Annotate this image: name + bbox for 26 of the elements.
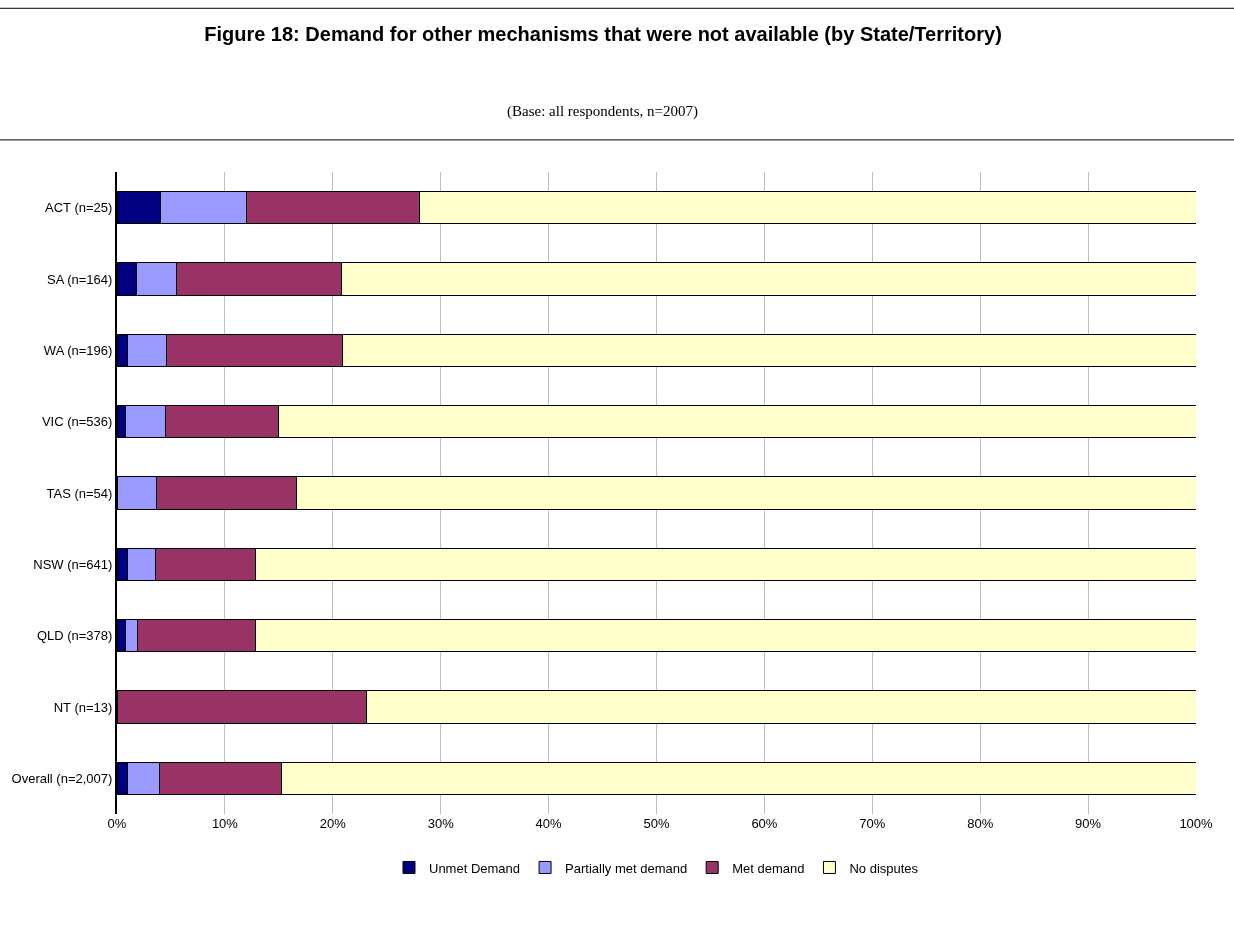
x-tick-label: 60% xyxy=(751,816,778,831)
y-tick-label: QLD (n=378) xyxy=(36,628,113,644)
y-tick-label: NT (n=13) xyxy=(53,699,113,715)
y-tick-label: NSW (n=641) xyxy=(33,556,113,572)
y-tick-label: ACT (n=25) xyxy=(45,200,113,216)
x-tick-label: 20% xyxy=(319,816,347,831)
chart-subtitle: (Base: all respondents, n=2007) xyxy=(507,103,698,120)
y-tick-label: Overall (n=2,007) xyxy=(11,770,113,786)
x-tick-label: 70% xyxy=(859,816,886,831)
y-tick-label: VIC (n=536) xyxy=(41,414,113,430)
x-tick-label: 80% xyxy=(967,816,994,831)
y-tick-label: WA (n=196) xyxy=(43,342,113,358)
x-tick-label: 100% xyxy=(1179,816,1214,831)
x-tick-label: 10% xyxy=(211,816,239,831)
chart-title: Figure 18: Demand for other mechanisms that were not available (by State/Territory) xyxy=(204,23,1002,45)
x-tick-label: 30% xyxy=(427,816,455,831)
legend-label: Partially met demand xyxy=(565,860,688,876)
legend-label: Met demand xyxy=(732,860,805,876)
legend-label: Unmet Demand xyxy=(429,860,521,876)
x-tick-label: 40% xyxy=(535,816,563,831)
y-tick-label: TAS (n=54) xyxy=(46,485,113,501)
legend-label: No disputes xyxy=(849,860,919,876)
y-tick-label: SA (n=164) xyxy=(46,271,113,287)
x-tick-label: 90% xyxy=(1075,816,1102,831)
x-tick-label: 0% xyxy=(107,816,127,831)
x-tick-label: 50% xyxy=(643,816,670,831)
